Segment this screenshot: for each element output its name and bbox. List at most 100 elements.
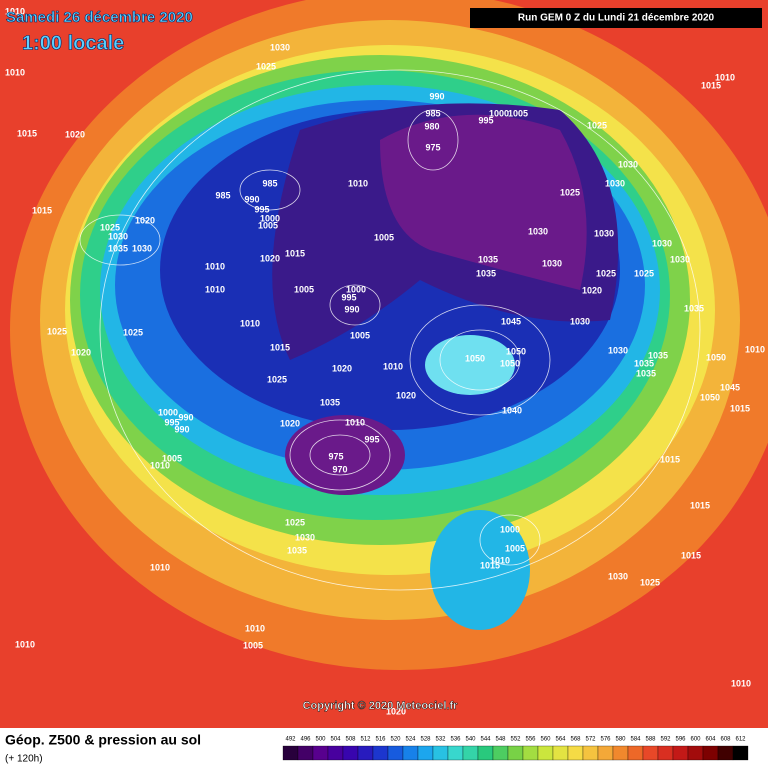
pressure-label: 1010 xyxy=(490,555,510,565)
scale-label: 524 xyxy=(405,737,416,743)
pressure-label: 1030 xyxy=(608,571,628,581)
high xyxy=(425,335,515,395)
pressure-label: 1035 xyxy=(287,545,307,555)
pressure-label: 1025 xyxy=(267,374,287,384)
pressure-label: 1020 xyxy=(280,418,300,428)
pressure-label: 1010 xyxy=(205,261,225,271)
scale-swatch xyxy=(717,745,734,761)
scale-swatch xyxy=(327,745,344,761)
pressure-label: 1015 xyxy=(701,80,721,90)
pressure-label: 1000 xyxy=(346,284,366,294)
pressure-label: 1015 xyxy=(681,550,701,560)
pressure-label: 1030 xyxy=(652,238,672,248)
pressure-label: 1020 xyxy=(71,347,91,357)
scale-label: 500 xyxy=(315,737,326,743)
pressure-label: 1030 xyxy=(108,231,128,241)
pressure-label: 1030 xyxy=(594,228,614,238)
scale-label: 560 xyxy=(540,737,551,743)
scale-label: 552 xyxy=(510,737,521,743)
scale-label: 496 xyxy=(300,737,311,743)
scale-swatch xyxy=(582,745,599,761)
pressure-label: 1045 xyxy=(720,382,740,392)
pressure-label: 1015 xyxy=(32,205,52,215)
run: Run GEM 0 Z du Lundi 21 décembre 2020 xyxy=(518,13,715,24)
scale-swatch xyxy=(627,745,644,761)
scale-label: 576 xyxy=(600,737,611,743)
pressure-label: 995 xyxy=(364,434,379,444)
scale-swatch xyxy=(432,745,449,761)
pressure-label: 1000 xyxy=(158,407,178,417)
pressure-label: 970 xyxy=(332,464,347,474)
pressure-label: 1025 xyxy=(634,268,654,278)
scale-swatch xyxy=(477,745,494,761)
pressure-label: 1000 xyxy=(260,213,280,223)
pressure-label: 1015 xyxy=(730,403,750,413)
pressure-label: 1010 xyxy=(731,678,751,688)
pressure-label: 1030 xyxy=(270,42,290,52)
pressure-label: 1030 xyxy=(608,345,628,355)
pressure-label: 1035 xyxy=(108,243,128,253)
pressure-label: 1010 xyxy=(150,460,170,470)
scale-swatch xyxy=(447,745,464,761)
pressure-label: 1030 xyxy=(132,243,152,253)
pressure-label: 1015 xyxy=(270,342,290,352)
copyright: Copyright © 2020 Meteociel.fr xyxy=(303,700,459,712)
pressure-label: 1010 xyxy=(150,562,170,572)
scale-swatch xyxy=(462,745,479,761)
pressure-label: 1030 xyxy=(570,316,590,326)
pressure-label: 995 xyxy=(341,292,356,302)
pressure-label: 1005 xyxy=(162,453,182,463)
pressure-label: 1025 xyxy=(256,61,276,71)
scale-label: 564 xyxy=(555,737,566,743)
pressure-label: 1015 xyxy=(480,560,500,570)
pressure-label: 1035 xyxy=(634,358,654,368)
pressure-label: 990 xyxy=(178,412,193,422)
scale-label: 504 xyxy=(330,737,341,743)
scale-swatch xyxy=(642,745,659,761)
scale-label: 548 xyxy=(495,737,506,743)
scale-label: 544 xyxy=(480,737,491,743)
height-band xyxy=(380,114,587,290)
pressure-label: 975 xyxy=(425,142,440,152)
pressure-label: 1050 xyxy=(500,358,520,368)
pressure-label: 1010 xyxy=(205,284,225,294)
scale-label: 568 xyxy=(570,737,581,743)
pressure-label: 1025 xyxy=(285,517,305,527)
pressure-label: 1000 xyxy=(500,524,520,534)
scale-swatch xyxy=(372,745,389,761)
scale-swatch xyxy=(522,745,539,761)
pressure-label: 1010 xyxy=(5,6,25,16)
scale-label: 556 xyxy=(525,737,536,743)
pressure-label: 1005 xyxy=(505,543,525,553)
pressure-label: 990 xyxy=(244,194,259,204)
scale-swatch xyxy=(567,745,584,761)
pressure-label: 1020 xyxy=(332,363,352,373)
pressure-label: 1045 xyxy=(501,316,521,326)
pressure-label: 1010 xyxy=(383,361,403,371)
color-scale: 492 496 500 504 508 512 516 520 524 528 532 536 540 5… xyxy=(282,737,749,761)
pressure-label: 995 xyxy=(478,115,493,125)
pressure-label: 1030 xyxy=(295,532,315,542)
scale-swatch xyxy=(312,745,329,761)
scale-swatch xyxy=(657,745,674,761)
pressure-label: 1035 xyxy=(478,254,498,264)
height-band xyxy=(430,510,530,630)
pressure-label: 1030 xyxy=(605,178,625,188)
scale-swatch xyxy=(702,745,719,761)
scale-swatch xyxy=(537,745,554,761)
scale-swatch xyxy=(612,745,629,761)
pressure-label: 1030 xyxy=(542,258,562,268)
scale-swatch xyxy=(297,745,314,761)
pressure-label: 990 xyxy=(174,424,189,434)
pressure-label: 1010 xyxy=(240,318,260,328)
lead-time: (+ 120h) xyxy=(5,754,43,765)
pressure-label: 1020 xyxy=(260,253,280,263)
pressure-label: 1015 xyxy=(17,128,37,138)
scale-label: 580 xyxy=(615,737,626,743)
pressure-label: 1040 xyxy=(502,405,522,415)
pressure-label: 1020 xyxy=(582,285,602,295)
pressure-label: 1010 xyxy=(745,344,765,354)
scale-label: 612 xyxy=(735,737,746,743)
scale-swatch xyxy=(342,745,359,761)
